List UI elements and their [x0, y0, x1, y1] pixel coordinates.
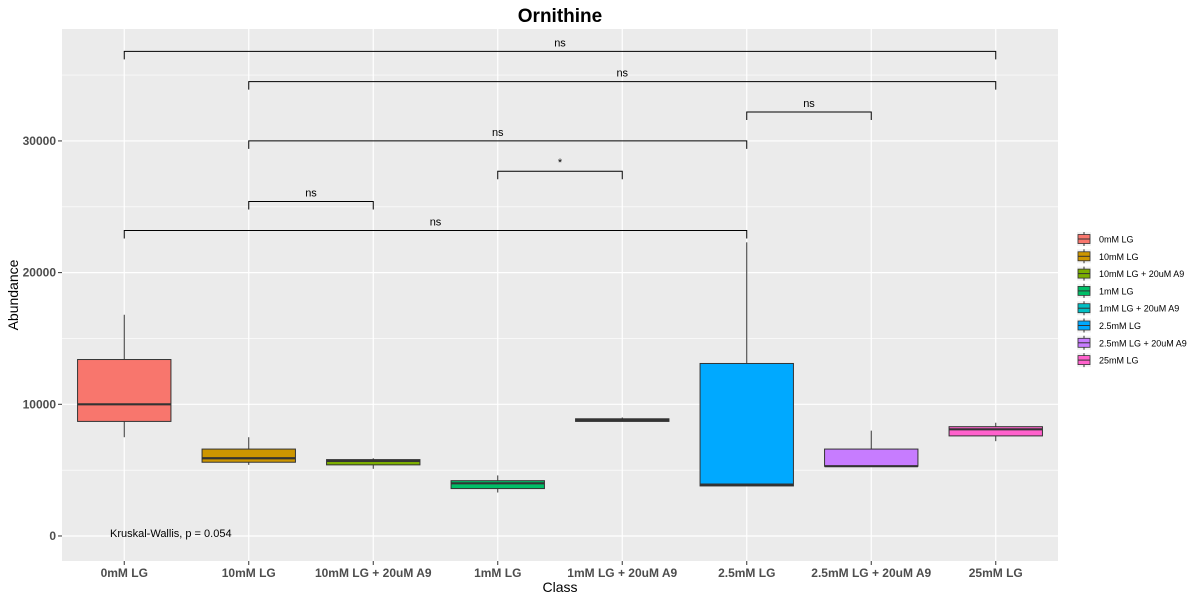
bracket-line	[248, 81, 997, 90]
y-tick-label: 0	[49, 529, 56, 543]
box-2	[201, 437, 296, 465]
legend-item-2: 10mM LG	[1077, 249, 1139, 264]
box-4	[450, 475, 545, 493]
box-7	[824, 430, 919, 468]
comparison-bracket-5: *	[497, 157, 623, 180]
boxes	[77, 242, 1043, 493]
significance-label: ns	[616, 68, 628, 80]
x-tick-label: 10mM LG + 20uM A9	[315, 566, 432, 580]
x-tick-label: 25mM LG	[969, 566, 1023, 580]
y-tick-label: 10000	[23, 397, 57, 411]
kruskal-wallis-annotation: Kruskal-Wallis, p = 0.054	[110, 528, 232, 540]
significance-label: ns	[305, 188, 317, 200]
box-body	[699, 362, 794, 487]
y-axis-ticks: 0 10000 20000 30000	[23, 134, 62, 543]
comparison-bracket-4: ns	[248, 127, 748, 149]
box-8	[948, 422, 1043, 442]
box-body	[948, 426, 1043, 437]
significance-label: ns	[430, 216, 442, 228]
y-axis-title: Abundance	[5, 259, 21, 330]
legend-item-4: 1mM LG	[1077, 283, 1134, 298]
box-body	[201, 448, 296, 463]
legend-label: 10mM LG + 20uM A9	[1099, 269, 1184, 279]
legend-label: 1mM LG + 20uM A9	[1099, 304, 1179, 314]
comparison-bracket-6: ns	[248, 188, 374, 210]
x-tick-label: 10mM LG	[222, 566, 276, 580]
comparison-bracket-7: ns	[123, 216, 748, 239]
y-tick-label: 30000	[23, 134, 57, 148]
legend-item-1: 0mM LG	[1077, 232, 1134, 246]
x-tick-label: 2.5mM LG + 20uM A9	[811, 566, 931, 580]
y-tick-label: 20000	[23, 266, 57, 280]
comparison-bracket-2: ns	[248, 68, 997, 90]
legend-label: 1mM LG	[1099, 286, 1134, 296]
box-body	[326, 459, 421, 466]
bracket-line	[248, 201, 374, 210]
x-tick-label: 0mM LG	[101, 566, 148, 580]
legend-item-8: 25mM LG	[1077, 353, 1139, 368]
box-body	[450, 480, 545, 490]
significance-label: ns	[492, 127, 504, 139]
box-5	[575, 417, 670, 422]
bracket-line	[123, 50, 997, 60]
comparison-bracket-1: ns	[123, 37, 997, 60]
legend-label: 2.5mM LG + 20uM A9	[1099, 338, 1187, 348]
comparison-brackets: ns ns ns ns * ns ns	[123, 37, 997, 239]
chart-title: Ornithine	[518, 6, 602, 27]
x-axis-ticks: 0mM LG 10mM LG 10mM LG + 20uM A9 1mM LG 1mM …	[101, 561, 1023, 580]
box-3	[326, 458, 421, 469]
bracket-line	[497, 170, 623, 180]
legend-item-7: 2.5mM LG + 20uM A9	[1077, 335, 1187, 350]
x-tick-label: 1mM LG + 20uM A9	[567, 566, 677, 580]
x-tick-label: 2.5mM LG	[718, 566, 775, 580]
box-body	[77, 359, 172, 422]
bracket-line	[248, 140, 748, 149]
box-6	[699, 242, 794, 487]
significance-label: *	[558, 157, 563, 169]
significance-label: ns	[803, 98, 815, 110]
x-axis-title: Class	[542, 579, 577, 595]
legend-label: 10mM LG	[1099, 252, 1139, 262]
bracket-line	[746, 111, 872, 120]
legend-item-5: 1mM LG + 20uM A9	[1077, 301, 1179, 316]
legend-label: 2.5mM LG	[1099, 321, 1141, 331]
legend-label: 0mM LG	[1099, 235, 1134, 245]
x-tick-label: 1mM LG	[474, 566, 521, 580]
bracket-line	[123, 229, 748, 239]
legend-item-6: 2.5mM LG	[1077, 318, 1141, 333]
legend-item-3: 10mM LG + 20uM A9	[1077, 266, 1184, 281]
legend-label: 25mM LG	[1099, 356, 1139, 366]
plot-panel	[62, 29, 1058, 561]
legend: 0mM LG 10mM LG 10mM LG + 20uM A9 1mM LG 1mM …	[1077, 232, 1187, 368]
comparison-bracket-3: ns	[746, 98, 872, 120]
box-body	[824, 448, 919, 467]
box-1	[77, 314, 172, 438]
significance-label: ns	[554, 37, 566, 49]
